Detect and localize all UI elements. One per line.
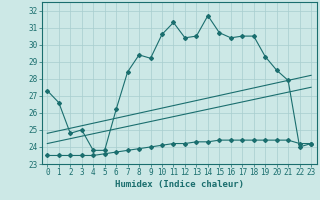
X-axis label: Humidex (Indice chaleur): Humidex (Indice chaleur) xyxy=(115,180,244,189)
